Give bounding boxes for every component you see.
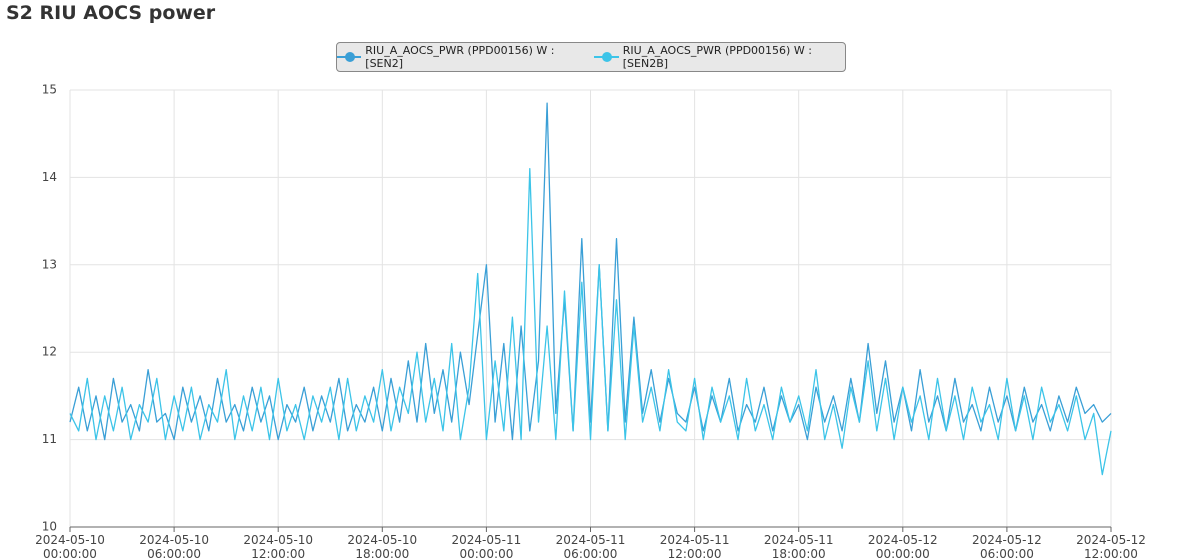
- y-tick-label: 11: [42, 432, 57, 446]
- x-tick-label: 2024-05-10 00:00:00: [35, 533, 105, 558]
- legend-label: RIU_A_AOCS_PWR (PPD00156) W : [SEN2B]: [622, 44, 812, 70]
- x-tick-label: 2024-05-10 18:00:00: [347, 533, 418, 558]
- x-tick-label: 2024-05-11 18:00:00: [763, 533, 834, 558]
- y-tick-label: 13: [42, 257, 57, 271]
- x-tick-label: 2024-05-11 12:00:00: [659, 533, 730, 558]
- series-line: [69, 168, 1112, 476]
- legend-dot: [345, 52, 355, 62]
- x-tick-label: 2024-05-12 06:00:00: [972, 533, 1042, 558]
- y-tick-label: 14: [42, 170, 57, 184]
- x-tick-label: 2024-05-11 06:00:00: [555, 533, 626, 558]
- legend-item: RIU_A_AOCS_PWR (PPD00156) W : [SEN2B]: [594, 44, 845, 70]
- y-tick-label: 15: [42, 83, 57, 97]
- legend-item: RIU_A_AOCS_PWR (PPD00156) W : [SEN2]: [337, 44, 580, 70]
- legend-dot: [602, 52, 613, 62]
- x-tick-label: 2024-05-11 00:00:00: [451, 533, 522, 558]
- legend: RIU_A_AOCS_PWR (PPD00156) W : [SEN2] RIU_…: [336, 42, 846, 72]
- y-tick-label: 10: [42, 520, 57, 534]
- y-tick-label: 12: [42, 345, 57, 359]
- x-tick-label: 2024-05-10 06:00:00: [139, 533, 209, 558]
- legend-icon: [594, 52, 619, 62]
- chart-title: S2 RIU AOCS power: [6, 2, 216, 24]
- series-line: [69, 102, 1112, 441]
- legend-label: RIU_A_AOCS_PWR (PPD00156) W : [SEN2]: [365, 44, 555, 70]
- x-tick-label: 2024-05-10 12:00:00: [243, 533, 314, 558]
- legend-icon: [337, 52, 362, 62]
- x-tick-label: 2024-05-12 12:00:00: [1076, 533, 1146, 558]
- x-tick-label: 2024-05-12 00:00:00: [867, 533, 938, 558]
